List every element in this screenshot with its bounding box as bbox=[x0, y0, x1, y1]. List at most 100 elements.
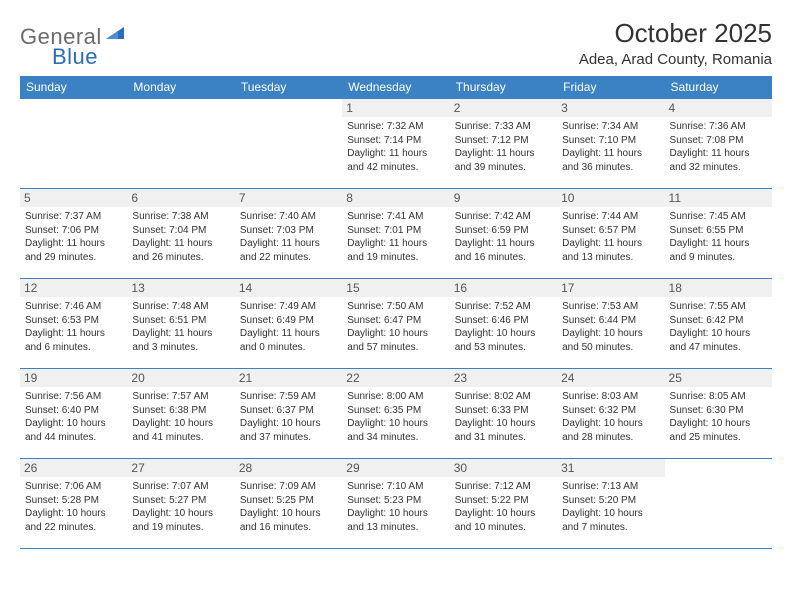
day-details: Sunrise: 8:02 AMSunset: 6:33 PMDaylight:… bbox=[455, 390, 552, 444]
day-details: Sunrise: 7:10 AMSunset: 5:23 PMDaylight:… bbox=[347, 480, 444, 534]
calendar-day-cell bbox=[665, 459, 772, 549]
weekday-header: Saturday bbox=[665, 76, 772, 99]
day-details: Sunrise: 7:13 AMSunset: 5:20 PMDaylight:… bbox=[562, 480, 659, 534]
calendar-day-cell: 26 Sunrise: 7:06 AMSunset: 5:28 PMDayligh… bbox=[20, 459, 127, 549]
day-details: Sunrise: 7:42 AMSunset: 6:59 PMDaylight:… bbox=[455, 210, 552, 264]
day-number: 15 bbox=[342, 279, 449, 297]
calendar-day-cell: 9 Sunrise: 7:42 AMSunset: 6:59 PMDaylight… bbox=[450, 189, 557, 279]
day-details: Sunrise: 7:38 AMSunset: 7:04 PMDaylight:… bbox=[132, 210, 229, 264]
day-details: Sunrise: 7:46 AMSunset: 6:53 PMDaylight:… bbox=[25, 300, 122, 354]
calendar-day-cell: 31Sunrise: 7:13 AMSunset: 5:20 PMDayligh… bbox=[557, 459, 664, 549]
calendar-day-cell: 23 Sunrise: 8:02 AMSunset: 6:33 PMDayligh… bbox=[450, 369, 557, 459]
day-number: 20 bbox=[127, 369, 234, 387]
day-details: Sunrise: 7:48 AMSunset: 6:51 PMDaylight:… bbox=[132, 300, 229, 354]
calendar-day-cell: 8 Sunrise: 7:41 AMSunset: 7:01 PMDaylight… bbox=[342, 189, 449, 279]
weekday-header: Sunday bbox=[20, 76, 127, 99]
day-details: Sunrise: 7:55 AMSunset: 6:42 PMDaylight:… bbox=[670, 300, 767, 354]
calendar-day-cell: 24 Sunrise: 8:03 AMSunset: 6:32 PMDayligh… bbox=[557, 369, 664, 459]
day-details: Sunrise: 7:09 AMSunset: 5:25 PMDaylight:… bbox=[240, 480, 337, 534]
day-number: 2 bbox=[450, 99, 557, 117]
weekday-header: Monday bbox=[127, 76, 234, 99]
weekday-header: Wednesday bbox=[342, 76, 449, 99]
day-details: Sunrise: 7:44 AMSunset: 6:57 PMDaylight:… bbox=[562, 210, 659, 264]
day-number: 12 bbox=[20, 279, 127, 297]
weekday-header: Thursday bbox=[450, 76, 557, 99]
location: Adea, Arad County, Romania bbox=[579, 51, 772, 68]
day-number: 26 bbox=[20, 459, 127, 477]
calendar-day-cell: 27 Sunrise: 7:07 AMSunset: 5:27 PMDayligh… bbox=[127, 459, 234, 549]
day-number: 28 bbox=[235, 459, 342, 477]
calendar-day-cell: 16 Sunrise: 7:52 AMSunset: 6:46 PMDayligh… bbox=[450, 279, 557, 369]
calendar-day-cell: 2 Sunrise: 7:33 AMSunset: 7:12 PMDaylight… bbox=[450, 99, 557, 189]
calendar-day-cell: 3 Sunrise: 7:34 AMSunset: 7:10 PMDaylight… bbox=[557, 99, 664, 189]
calendar-day-cell: 5 Sunrise: 7:37 AMSunset: 7:06 PMDaylight… bbox=[20, 189, 127, 279]
day-details: Sunrise: 7:53 AMSunset: 6:44 PMDaylight:… bbox=[562, 300, 659, 354]
day-number: 13 bbox=[127, 279, 234, 297]
day-number: 7 bbox=[235, 189, 342, 207]
day-number: 24 bbox=[557, 369, 664, 387]
day-number: 3 bbox=[557, 99, 664, 117]
calendar-day-cell: 30 Sunrise: 7:12 AMSunset: 5:22 PMDayligh… bbox=[450, 459, 557, 549]
weekday-header: Tuesday bbox=[235, 76, 342, 99]
day-number: 11 bbox=[665, 189, 772, 207]
day-details: Sunrise: 7:37 AMSunset: 7:06 PMDaylight:… bbox=[25, 210, 122, 264]
day-details: Sunrise: 7:45 AMSunset: 6:55 PMDaylight:… bbox=[670, 210, 767, 264]
day-details: Sunrise: 7:41 AMSunset: 7:01 PMDaylight:… bbox=[347, 210, 444, 264]
weekday-header: Friday bbox=[557, 76, 664, 99]
day-number: 18 bbox=[665, 279, 772, 297]
day-details: Sunrise: 7:06 AMSunset: 5:28 PMDaylight:… bbox=[25, 480, 122, 534]
day-number: 8 bbox=[342, 189, 449, 207]
calendar-day-cell: 18 Sunrise: 7:55 AMSunset: 6:42 PMDayligh… bbox=[665, 279, 772, 369]
calendar-day-cell bbox=[20, 99, 127, 189]
calendar-week-row: 5 Sunrise: 7:37 AMSunset: 7:06 PMDaylight… bbox=[20, 189, 772, 279]
day-number: 4 bbox=[665, 99, 772, 117]
day-number: 9 bbox=[450, 189, 557, 207]
logo-triangle-icon bbox=[106, 25, 126, 46]
day-details: Sunrise: 8:03 AMSunset: 6:32 PMDaylight:… bbox=[562, 390, 659, 444]
day-details: Sunrise: 7:12 AMSunset: 5:22 PMDaylight:… bbox=[455, 480, 552, 534]
logo-text-blue: Blue bbox=[52, 44, 98, 70]
day-details: Sunrise: 7:40 AMSunset: 7:03 PMDaylight:… bbox=[240, 210, 337, 264]
day-details: Sunrise: 8:05 AMSunset: 6:30 PMDaylight:… bbox=[670, 390, 767, 444]
calendar-day-cell: 22 Sunrise: 8:00 AMSunset: 6:35 PMDayligh… bbox=[342, 369, 449, 459]
day-number: 5 bbox=[20, 189, 127, 207]
day-number: 29 bbox=[342, 459, 449, 477]
day-number: 1 bbox=[342, 99, 449, 117]
day-number: 16 bbox=[450, 279, 557, 297]
day-details: Sunrise: 7:52 AMSunset: 6:46 PMDaylight:… bbox=[455, 300, 552, 354]
day-number: 14 bbox=[235, 279, 342, 297]
month-title: October 2025 bbox=[579, 18, 772, 49]
calendar-day-cell: 12 Sunrise: 7:46 AMSunset: 6:53 PMDayligh… bbox=[20, 279, 127, 369]
day-details: Sunrise: 7:33 AMSunset: 7:12 PMDaylight:… bbox=[455, 120, 552, 174]
day-details: Sunrise: 7:49 AMSunset: 6:49 PMDaylight:… bbox=[240, 300, 337, 354]
calendar-day-cell: 19Sunrise: 7:56 AMSunset: 6:40 PMDayligh… bbox=[20, 369, 127, 459]
calendar-day-cell: 21Sunrise: 7:59 AMSunset: 6:37 PMDayligh… bbox=[235, 369, 342, 459]
day-details: Sunrise: 7:59 AMSunset: 6:37 PMDaylight:… bbox=[240, 390, 337, 444]
header: General Blue October 2025 Adea, Arad Cou… bbox=[20, 18, 772, 68]
day-details: Sunrise: 8:00 AMSunset: 6:35 PMDaylight:… bbox=[347, 390, 444, 444]
calendar-week-row: 26 Sunrise: 7:06 AMSunset: 5:28 PMDayligh… bbox=[20, 459, 772, 549]
calendar-day-cell: 6 Sunrise: 7:38 AMSunset: 7:04 PMDaylight… bbox=[127, 189, 234, 279]
calendar-day-cell bbox=[127, 99, 234, 189]
calendar-day-cell: 4 Sunrise: 7:36 AMSunset: 7:08 PMDaylight… bbox=[665, 99, 772, 189]
calendar-day-cell: 10Sunrise: 7:44 AMSunset: 6:57 PMDayligh… bbox=[557, 189, 664, 279]
calendar-day-cell: 11 Sunrise: 7:45 AMSunset: 6:55 PMDayligh… bbox=[665, 189, 772, 279]
day-details: Sunrise: 7:57 AMSunset: 6:38 PMDaylight:… bbox=[132, 390, 229, 444]
day-details: Sunrise: 7:07 AMSunset: 5:27 PMDaylight:… bbox=[132, 480, 229, 534]
calendar-week-row: 1Sunrise: 7:32 AMSunset: 7:14 PMDaylight… bbox=[20, 99, 772, 189]
day-details: Sunrise: 7:56 AMSunset: 6:40 PMDaylight:… bbox=[25, 390, 122, 444]
calendar-day-cell: 20 Sunrise: 7:57 AMSunset: 6:38 PMDayligh… bbox=[127, 369, 234, 459]
calendar-day-cell: 15Sunrise: 7:50 AMSunset: 6:47 PMDayligh… bbox=[342, 279, 449, 369]
day-number: 27 bbox=[127, 459, 234, 477]
day-number: 23 bbox=[450, 369, 557, 387]
day-details: Sunrise: 7:36 AMSunset: 7:08 PMDaylight:… bbox=[670, 120, 767, 174]
logo: General Blue bbox=[20, 18, 126, 50]
day-number: 22 bbox=[342, 369, 449, 387]
day-details: Sunrise: 7:34 AMSunset: 7:10 PMDaylight:… bbox=[562, 120, 659, 174]
day-number: 25 bbox=[665, 369, 772, 387]
calendar-day-cell: 13 Sunrise: 7:48 AMSunset: 6:51 PMDayligh… bbox=[127, 279, 234, 369]
calendar-day-cell: 14 Sunrise: 7:49 AMSunset: 6:49 PMDayligh… bbox=[235, 279, 342, 369]
title-block: October 2025 Adea, Arad County, Romania bbox=[579, 18, 772, 68]
day-number: 30 bbox=[450, 459, 557, 477]
day-number: 6 bbox=[127, 189, 234, 207]
